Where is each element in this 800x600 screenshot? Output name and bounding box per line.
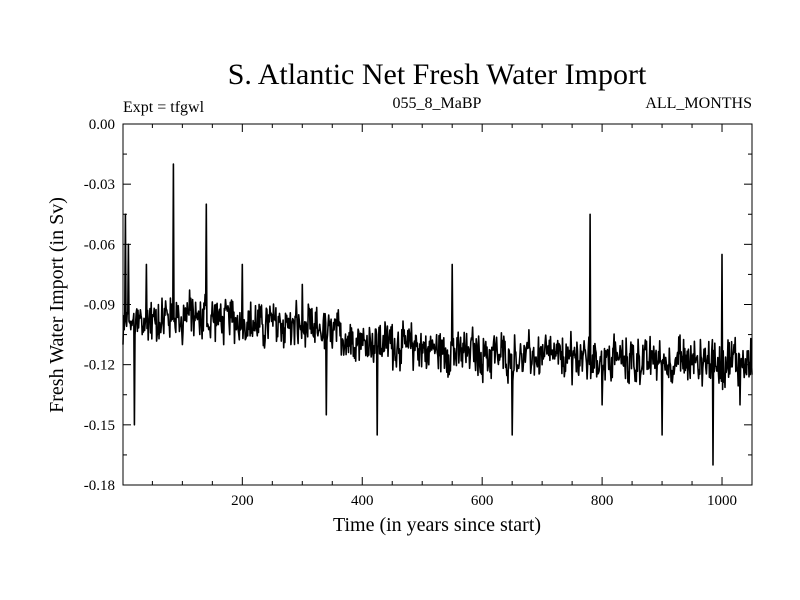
x-tick-label: 600 — [471, 493, 494, 509]
x-tick-label: 1000 — [707, 493, 737, 509]
x-ticks: 200 400 600 800 1000 — [151, 124, 753, 509]
y-tick-label: -0.15 — [84, 418, 115, 434]
y-tick-label: -0.03 — [84, 177, 115, 193]
y-tick-label: -0.18 — [84, 478, 115, 494]
y-tick-label: -0.09 — [84, 298, 115, 314]
x-tick-label: 400 — [351, 493, 374, 509]
series-line — [122, 163, 753, 466]
y-tick-label: -0.12 — [84, 358, 115, 374]
x-axis-label: Time (in years since start) — [333, 514, 541, 536]
subtitle-center: 055_8_MaBP — [393, 95, 482, 112]
y-tick-label: 0.00 — [89, 117, 115, 133]
chart-title: S. Atlantic Net Fresh Water Import — [228, 58, 647, 91]
x-tick-label: 800 — [591, 493, 614, 509]
subtitle-right: ALL_MONTHS — [645, 95, 752, 112]
y-axis-label: Fresh Water Import (in Sv) — [46, 197, 68, 413]
subtitle-left: Expt = tfgwl — [123, 99, 205, 116]
x-tick-label: 200 — [231, 493, 254, 509]
y-tick-label: -0.06 — [84, 237, 116, 253]
y-ticks: 0.00 -0.03 -0.06 -0.09 -0.12 -0.15 -0.18 — [84, 117, 752, 494]
